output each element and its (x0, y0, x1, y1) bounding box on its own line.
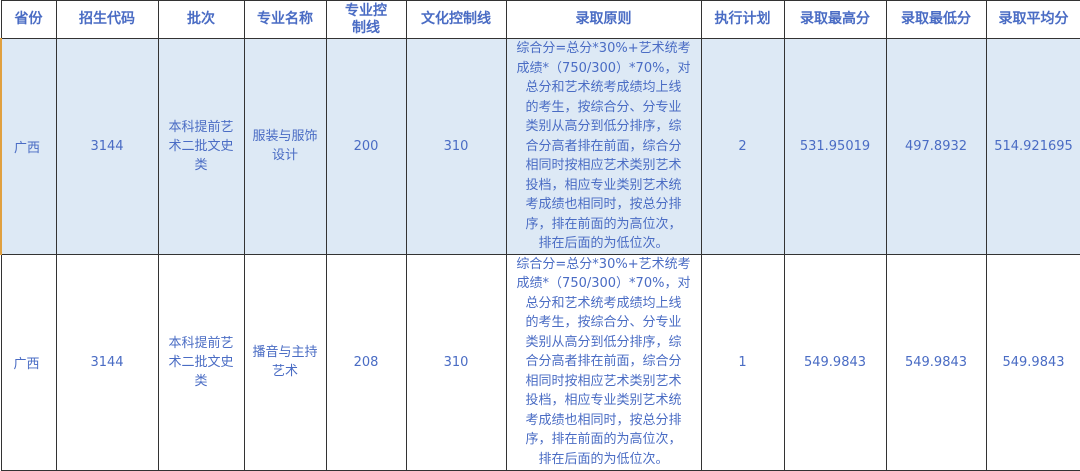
cell-avg: 549.9843 (985, 253, 1080, 471)
rule-line: 排在后面的为低位次。 (538, 236, 669, 251)
cell-major-line: 200 (325, 38, 407, 255)
cell-max: 531.95019 (783, 38, 887, 255)
rule-line: 相同时按相应艺术类别艺术 (525, 373, 682, 389)
rule-line: 成绩*（750/300）*70%，对 (516, 60, 691, 76)
header-min: 录取最低分 (885, 0, 987, 39)
cell-plan: 1 (700, 253, 785, 471)
cell-min: 549.9843 (885, 253, 987, 471)
rule-line: 排在后面的为低位次。 (538, 451, 669, 467)
rule-line: 投档，相应专业类别艺术统 (525, 393, 682, 409)
cell-culture-line: 310 (405, 253, 507, 471)
cell-max: 549.9843 (783, 253, 887, 471)
cell-batch: 本科提前艺术二批文史类 (157, 253, 245, 471)
rule-line: 序，排在前面的为高位次， (525, 216, 682, 232)
cell-avg: 514.921695 (985, 38, 1080, 255)
header-plan: 执行计划 (700, 0, 785, 39)
rule-line: 考成绩也相同时，按总分排 (525, 412, 682, 428)
header-code: 招生代码 (55, 0, 159, 39)
header-batch: 批次 (157, 0, 245, 39)
rule-line: 类别从高分到低分排序，综 (525, 334, 682, 350)
rule-line: 的考生，按综合分、分专业 (525, 99, 682, 115)
header-row: 省份 招生代码 批次 专业名称 专业控制线 文化控制线 录取原则 执行计划 录取… (0, 0, 1080, 39)
rule-line: 序，排在前面的为高位次， (525, 432, 682, 448)
header-rule: 录取原则 (505, 0, 702, 39)
cell-province: 广西 (0, 38, 57, 255)
rule-line: 的考生，按综合分、分专业 (525, 315, 682, 331)
rule-line: 考成绩也相同时，按总分排 (525, 197, 682, 212)
cell-rule: 综合分=总分*30%+艺术统考 成绩*（750/300）*70%，对 总分和艺术统考… (505, 38, 702, 255)
cell-rule: 综合分=总分*30%+艺术统考 成绩*（750/300）*70%，对 总分和艺术统考… (505, 253, 702, 471)
rule-line: 相同时按相应艺术类别艺术 (525, 158, 682, 173)
header-major-line: 专业控制线 (325, 0, 407, 39)
header-major: 专业名称 (243, 0, 327, 39)
rule-line: 类别从高分到低分排序，综 (525, 119, 682, 134)
rule-line: 综合分=总分*30%+艺术统考 (516, 41, 691, 56)
cell-major: 播音与主持艺术 (243, 253, 327, 471)
rule-line: 综合分=总分*30%+艺术统考 (516, 256, 691, 272)
header-max: 录取最高分 (783, 0, 887, 39)
rule-line: 投档，相应专业类别艺术统 (525, 177, 682, 193)
cell-culture-line: 310 (405, 38, 507, 255)
header-avg: 录取平均分 (985, 0, 1080, 39)
cell-major: 服装与服饰设计 (243, 38, 327, 255)
header-culture-line: 文化控制线 (405, 0, 507, 39)
cell-code: 3144 (55, 38, 159, 255)
cell-code: 3144 (55, 253, 159, 471)
header-province: 省份 (0, 0, 57, 39)
rule-line: 成绩*（750/300）*70%，对 (516, 276, 691, 292)
cell-plan: 2 (700, 38, 785, 255)
cell-batch: 本科提前艺术二批文史类 (157, 38, 245, 255)
rule-line: 合分高者排在前面，综合分 (525, 354, 682, 370)
cell-major-line: 208 (325, 253, 407, 471)
table-row: 广西 3144 本科提前艺术二批文史类 服装与服饰设计 200 310 综合分=总分*30%… (0, 38, 1080, 255)
rule-line: 总分和艺术统考成绩均上线 (525, 295, 682, 311)
cell-province: 广西 (0, 253, 57, 471)
rule-line: 合分高者排在前面，综合分 (525, 138, 682, 154)
cell-min: 497.8932 (885, 38, 987, 255)
table-row: 广西 3144 本科提前艺术二批文史类 播音与主持艺术 208 310 综合分=总分*30%… (0, 253, 1080, 471)
rule-line: 总分和艺术统考成绩均上线 (525, 80, 682, 95)
